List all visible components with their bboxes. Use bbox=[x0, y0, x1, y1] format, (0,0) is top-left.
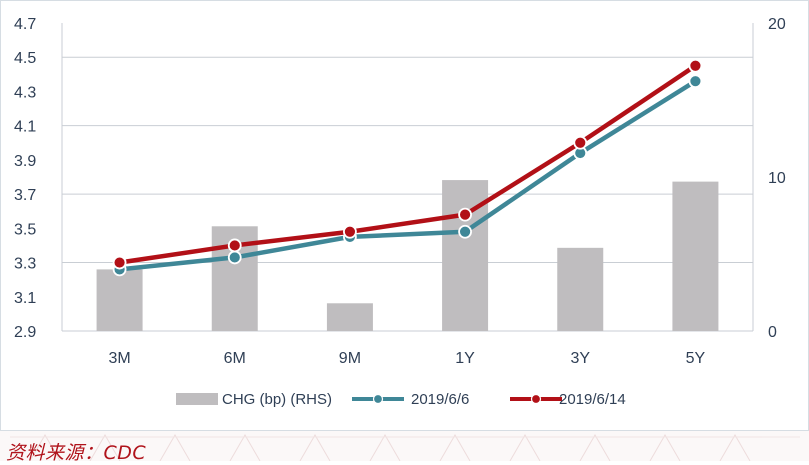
left-axis-tick-label: 4.3 bbox=[14, 84, 36, 101]
x-axis-tick-label: 3Y bbox=[570, 350, 590, 367]
series-line bbox=[117, 78, 698, 272]
legend-swatch-marker bbox=[530, 393, 542, 405]
series-point bbox=[343, 224, 357, 239]
legend: CHG (bp) (RHS) 2019/6/6 2019/6/14 bbox=[176, 391, 626, 408]
left-axis-tick-label: 4.5 bbox=[14, 50, 36, 67]
left-axis-tick-label: 3.3 bbox=[14, 256, 36, 273]
left-axis-tick-label: 3.7 bbox=[14, 187, 36, 204]
series-line bbox=[117, 63, 698, 265]
legend-label: 2019/6/14 bbox=[559, 391, 626, 408]
left-axis-tick-label: 3.1 bbox=[14, 290, 36, 307]
left-axis-tick-label: 2.9 bbox=[14, 324, 36, 341]
x-axis-tick-label: 1Y bbox=[455, 350, 475, 367]
right-axis-tick-label: 20 bbox=[768, 16, 786, 33]
legend-swatch-marker bbox=[372, 393, 384, 405]
bar bbox=[96, 269, 143, 331]
legend-swatch-bar bbox=[176, 393, 218, 405]
left-axis-tick-label: 3.5 bbox=[14, 221, 36, 238]
series-point bbox=[227, 238, 242, 253]
bar bbox=[672, 181, 719, 331]
bar bbox=[557, 247, 604, 331]
axes: 2.9 3.1 3.3 3.5 3.7 3.9 4.1 4.3 4.5 4.7 0 10 20 3M 6M 9… bbox=[14, 16, 786, 367]
bar bbox=[326, 303, 373, 331]
left-axis-tick-label: 4.1 bbox=[14, 119, 36, 136]
series-point bbox=[458, 207, 472, 222]
right-axis-tick-label: 10 bbox=[768, 170, 786, 187]
series-point bbox=[227, 250, 242, 265]
series-point bbox=[688, 74, 703, 89]
left-axis-tick-label: 4.7 bbox=[14, 16, 36, 33]
series-point bbox=[458, 224, 472, 239]
right-axis-tick-label: 0 bbox=[768, 324, 777, 341]
chart-canvas: 2.9 3.1 3.3 3.5 3.7 3.9 4.1 4.3 4.5 4.7 0 10 20 3M 6M 9… bbox=[14, 16, 786, 408]
series-point bbox=[573, 135, 588, 150]
bar-series bbox=[96, 180, 719, 331]
source-note: 资料来源：CDC bbox=[6, 442, 147, 464]
series-point bbox=[112, 255, 127, 270]
legend-label: CHG (bp) (RHS) bbox=[222, 391, 332, 408]
legend-label: 2019/6/6 bbox=[411, 391, 469, 408]
left-axis-tick-label: 3.9 bbox=[14, 153, 36, 170]
x-axis-tick-label: 6M bbox=[224, 350, 246, 367]
x-axis-tick-label: 5Y bbox=[686, 350, 706, 367]
x-axis-tick-label: 9M bbox=[339, 350, 361, 367]
line-series bbox=[112, 58, 703, 277]
bottom-strip bbox=[0, 431, 809, 461]
x-axis-tick-label: 3M bbox=[108, 350, 130, 367]
series-point bbox=[688, 58, 703, 73]
